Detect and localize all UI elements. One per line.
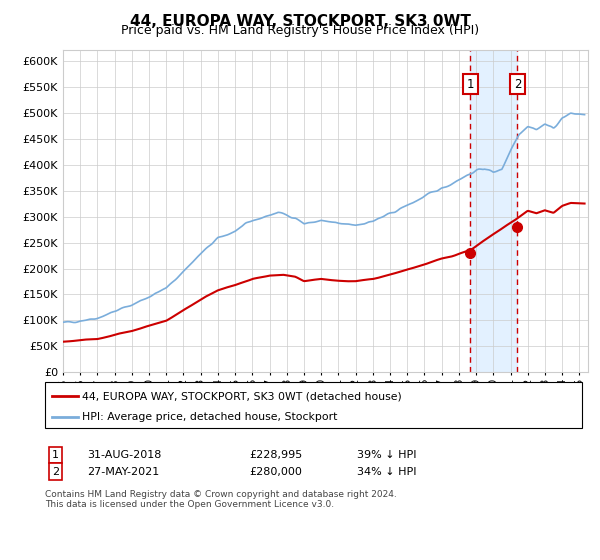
Text: 1: 1: [52, 450, 59, 460]
Text: 31-AUG-2018: 31-AUG-2018: [87, 450, 161, 460]
Bar: [470, 50, 517, 372]
Text: 1: 1: [467, 78, 474, 91]
Text: £280,000: £280,000: [249, 466, 302, 477]
Text: 44, EUROPA WAY, STOCKPORT, SK3 0WT (detached house): 44, EUROPA WAY, STOCKPORT, SK3 0WT (deta…: [82, 391, 402, 402]
Text: Contains HM Land Registry data © Crown copyright and database right 2024.
This d: Contains HM Land Registry data © Crown c…: [45, 490, 397, 510]
Text: Price paid vs. HM Land Registry's House Price Index (HPI): Price paid vs. HM Land Registry's House …: [121, 24, 479, 37]
Text: HPI: Average price, detached house, Stockport: HPI: Average price, detached house, Stoc…: [82, 412, 338, 422]
Text: 39% ↓ HPI: 39% ↓ HPI: [357, 450, 416, 460]
Text: £228,995: £228,995: [249, 450, 302, 460]
Text: 27-MAY-2021: 27-MAY-2021: [87, 466, 159, 477]
Text: 2: 2: [514, 78, 521, 91]
Text: 44, EUROPA WAY, STOCKPORT, SK3 0WT: 44, EUROPA WAY, STOCKPORT, SK3 0WT: [130, 14, 470, 29]
Text: 2: 2: [52, 466, 59, 477]
Text: 34% ↓ HPI: 34% ↓ HPI: [357, 466, 416, 477]
